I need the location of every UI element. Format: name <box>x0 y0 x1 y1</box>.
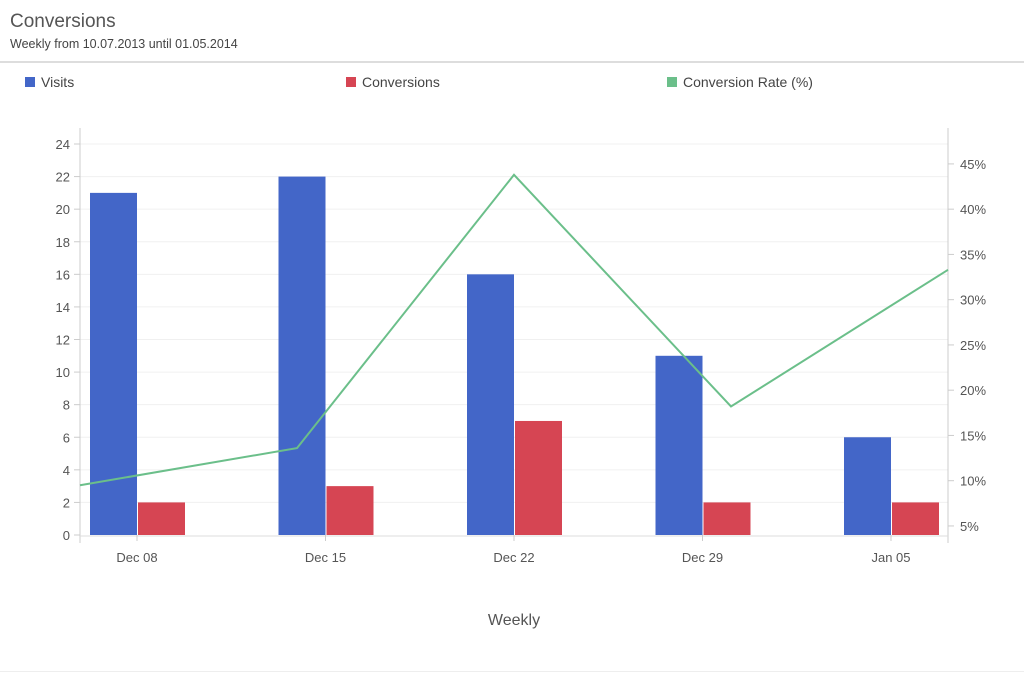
y-tick-label: 4 <box>63 463 70 478</box>
y-tick-label: 6 <box>63 430 70 445</box>
legend-item-conversion-rate[interactable]: Conversion Rate (%) <box>667 74 813 90</box>
legend-swatch-conversions <box>346 77 356 87</box>
bar-conversions <box>515 420 562 535</box>
y2-tick-label: 30% <box>960 293 986 308</box>
bar-conversions <box>138 502 185 535</box>
y-tick-label: 8 <box>63 398 70 413</box>
legend-label: Conversion Rate (%) <box>683 74 813 90</box>
y2-tick-label: 10% <box>960 474 986 489</box>
x-tick-label: Jan 05 <box>871 550 910 565</box>
y-tick-label: 12 <box>56 333 70 348</box>
y2-tick-label: 25% <box>960 338 986 353</box>
legend-item-conversions[interactable]: Conversions <box>346 74 440 90</box>
y-tick-label: 22 <box>56 170 70 185</box>
legend-swatch-visits <box>25 77 35 87</box>
y-tick-label: 20 <box>56 202 70 217</box>
y-tick-label: 2 <box>63 495 70 510</box>
y-tick-label: 0 <box>63 528 70 543</box>
bar-visits <box>278 176 326 536</box>
bar-visits <box>90 192 137 535</box>
y2-tick-label: 20% <box>960 383 986 398</box>
x-tick-label: Dec 29 <box>682 550 723 565</box>
x-tick-label: Dec 15 <box>305 550 346 565</box>
x-axis-title: Weekly <box>488 612 540 629</box>
y-tick-label: 18 <box>56 235 70 250</box>
y-tick-label: 16 <box>56 267 70 282</box>
y2-tick-label: 40% <box>960 202 986 217</box>
bar-conversions <box>326 486 374 535</box>
footer-divider <box>0 671 1024 672</box>
bar-conversions <box>892 502 939 535</box>
chart-title: Conversions <box>10 11 116 32</box>
y2-tick-label: 5% <box>960 519 979 534</box>
bar-conversions <box>703 502 751 535</box>
y-tick-label: 24 <box>56 137 70 152</box>
line-conversion-rate <box>79 173 949 487</box>
chart-subtitle: Weekly from 10.07.2013 until 01.05.2014 <box>10 37 238 51</box>
y-tick-label: 10 <box>56 365 70 380</box>
x-tick-label: Dec 08 <box>116 550 157 565</box>
bar-visits <box>467 274 514 535</box>
y2-tick-label: 35% <box>960 247 986 262</box>
x-tick-label: Dec 22 <box>493 550 534 565</box>
legend-item-visits[interactable]: Visits <box>25 74 74 90</box>
header-divider <box>0 61 1024 63</box>
legend-label: Visits <box>41 74 75 90</box>
legend-label: Conversions <box>362 74 440 90</box>
y-tick-label: 14 <box>56 300 70 315</box>
bar-visits <box>655 355 703 535</box>
bar-visits <box>844 437 891 535</box>
legend-swatch-conversion-rate <box>667 77 677 87</box>
y2-tick-label: 45% <box>960 157 986 172</box>
y2-tick-label: 15% <box>960 428 986 443</box>
